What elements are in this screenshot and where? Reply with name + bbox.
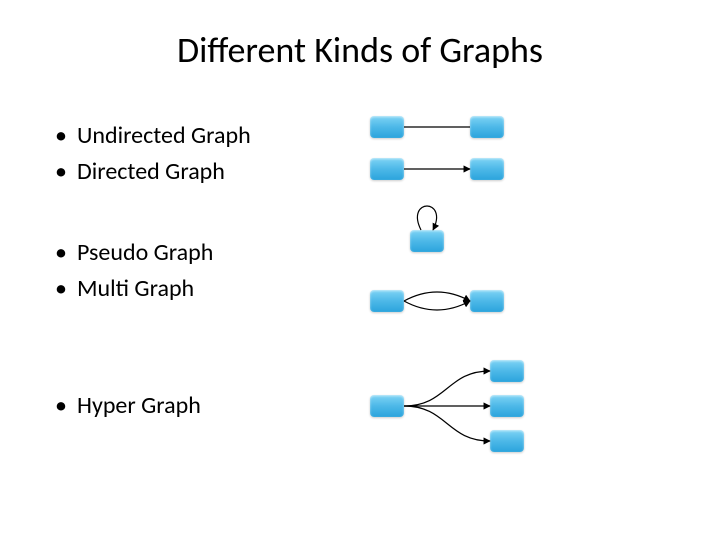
graph-edge (404, 292, 470, 301)
page-title: Different Kinds of Graphs (0, 28, 720, 72)
graph-edge (404, 371, 490, 406)
bullet-item: Undirected Graph (55, 118, 251, 154)
graph-edge (404, 406, 490, 441)
bullet-group-1: Pseudo Graph Multi Graph (55, 235, 213, 307)
bullet-item: Hyper Graph (55, 388, 201, 424)
bullet-group-0: Undirected Graph Directed Graph (55, 118, 251, 190)
bullet-item: Pseudo Graph (55, 235, 213, 271)
bullet-item: Directed Graph (55, 154, 251, 190)
graph-edge (404, 301, 470, 310)
bullet-group-2: Hyper Graph (55, 388, 201, 424)
bullet-item: Multi Graph (55, 271, 213, 307)
graph-edge (417, 206, 436, 230)
diagram-area (370, 110, 690, 510)
